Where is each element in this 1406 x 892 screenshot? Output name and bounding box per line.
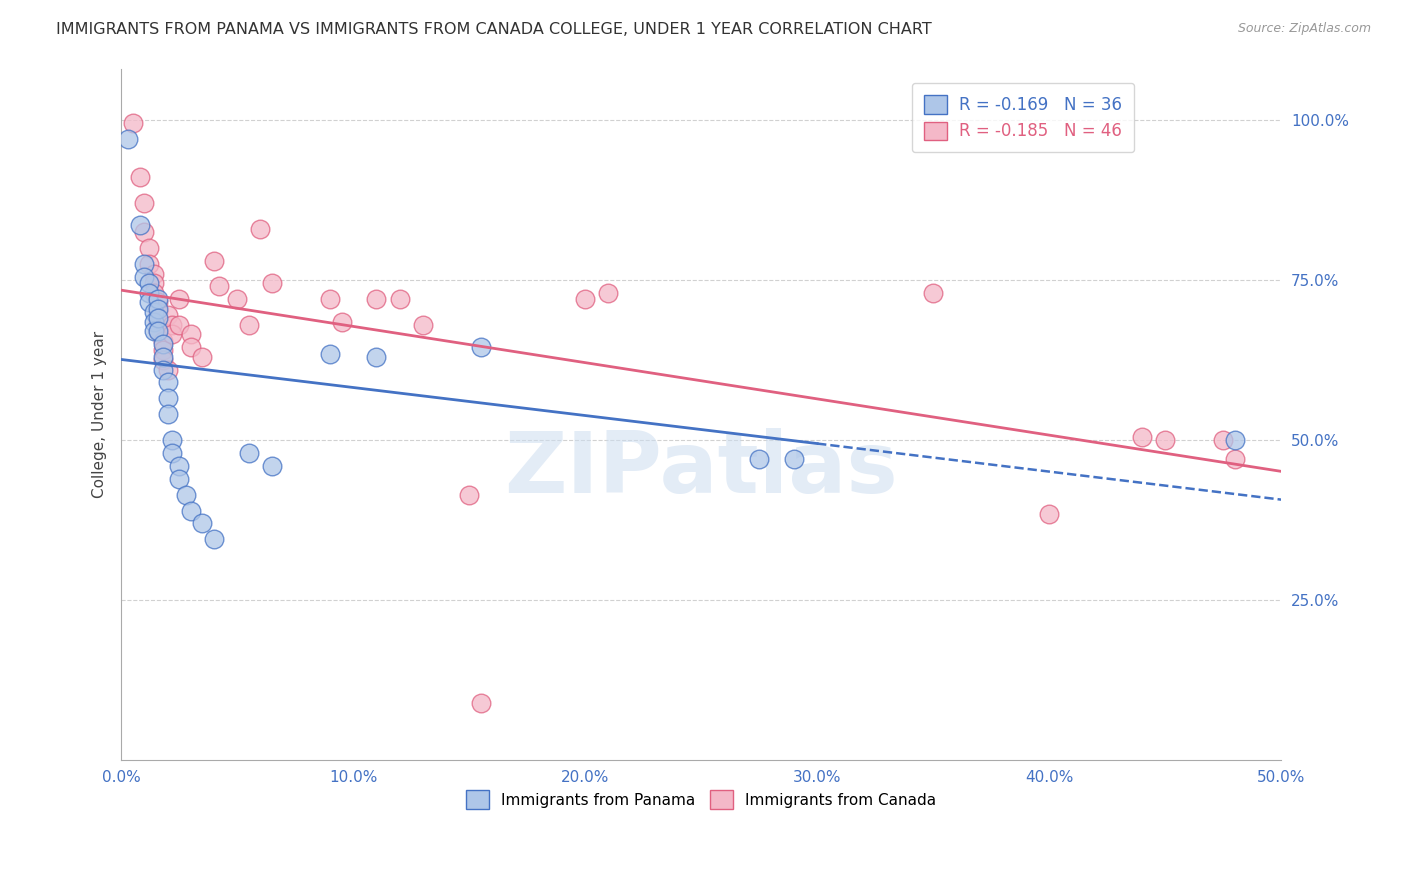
- Point: [142, 314, 165, 328]
- Point: [1212, 433, 1234, 447]
- Point: [148, 301, 170, 316]
- Point: [319, 292, 342, 306]
- Point: [142, 285, 165, 300]
- Point: [152, 353, 174, 368]
- Point: [1038, 507, 1060, 521]
- Point: [121, 116, 143, 130]
- Point: [366, 292, 388, 306]
- Point: [470, 340, 492, 354]
- Point: [148, 324, 170, 338]
- Point: [319, 346, 342, 360]
- Point: [142, 276, 165, 290]
- Point: [148, 305, 170, 319]
- Point: [152, 337, 174, 351]
- Point: [156, 362, 179, 376]
- Point: [260, 276, 283, 290]
- Point: [134, 196, 156, 211]
- Point: [162, 327, 184, 342]
- Point: [783, 452, 806, 467]
- Point: [142, 324, 165, 338]
- Point: [598, 285, 620, 300]
- Point: [1154, 433, 1177, 447]
- Point: [202, 253, 225, 268]
- Legend: Immigrants from Panama, Immigrants from Canada: Immigrants from Panama, Immigrants from …: [460, 784, 943, 815]
- Point: [208, 279, 231, 293]
- Point: [412, 318, 434, 332]
- Point: [162, 318, 184, 332]
- Point: [134, 257, 156, 271]
- Point: [148, 324, 170, 338]
- Point: [148, 292, 170, 306]
- Point: [142, 267, 165, 281]
- Point: [152, 362, 174, 376]
- Point: [470, 696, 492, 710]
- Point: [134, 225, 156, 239]
- Point: [191, 516, 214, 531]
- Point: [180, 503, 202, 517]
- Point: [1223, 452, 1246, 467]
- Point: [162, 433, 184, 447]
- Point: [138, 285, 160, 300]
- Point: [458, 487, 481, 501]
- Point: [366, 350, 388, 364]
- Point: [167, 471, 190, 485]
- Point: [152, 343, 174, 358]
- Text: ZIPatlas: ZIPatlas: [505, 428, 898, 511]
- Text: IMMIGRANTS FROM PANAMA VS IMMIGRANTS FROM CANADA COLLEGE, UNDER 1 YEAR CORRELATI: IMMIGRANTS FROM PANAMA VS IMMIGRANTS FRO…: [56, 22, 932, 37]
- Point: [152, 350, 174, 364]
- Point: [134, 269, 156, 284]
- Point: [148, 311, 170, 326]
- Y-axis label: College, Under 1 year: College, Under 1 year: [93, 331, 107, 498]
- Point: [128, 170, 150, 185]
- Point: [117, 132, 139, 146]
- Point: [167, 292, 190, 306]
- Point: [191, 350, 214, 364]
- Point: [180, 327, 202, 342]
- Point: [156, 408, 179, 422]
- Point: [202, 533, 225, 547]
- Point: [138, 257, 160, 271]
- Point: [238, 446, 260, 460]
- Point: [138, 295, 160, 310]
- Point: [162, 446, 184, 460]
- Point: [167, 318, 190, 332]
- Point: [156, 392, 179, 406]
- Point: [226, 292, 249, 306]
- Point: [142, 305, 165, 319]
- Point: [152, 334, 174, 348]
- Point: [148, 295, 170, 310]
- Point: [167, 458, 190, 473]
- Point: [1223, 433, 1246, 447]
- Point: [249, 221, 271, 235]
- Point: [138, 276, 160, 290]
- Point: [128, 219, 150, 233]
- Point: [388, 292, 411, 306]
- Point: [156, 376, 179, 390]
- Point: [1130, 430, 1153, 444]
- Point: [180, 340, 202, 354]
- Point: [574, 292, 596, 306]
- Point: [922, 285, 945, 300]
- Point: [748, 452, 770, 467]
- Point: [260, 458, 283, 473]
- Point: [138, 241, 160, 255]
- Point: [238, 318, 260, 332]
- Point: [148, 314, 170, 328]
- Point: [330, 314, 353, 328]
- Point: [174, 487, 197, 501]
- Point: [156, 308, 179, 322]
- Text: Source: ZipAtlas.com: Source: ZipAtlas.com: [1237, 22, 1371, 36]
